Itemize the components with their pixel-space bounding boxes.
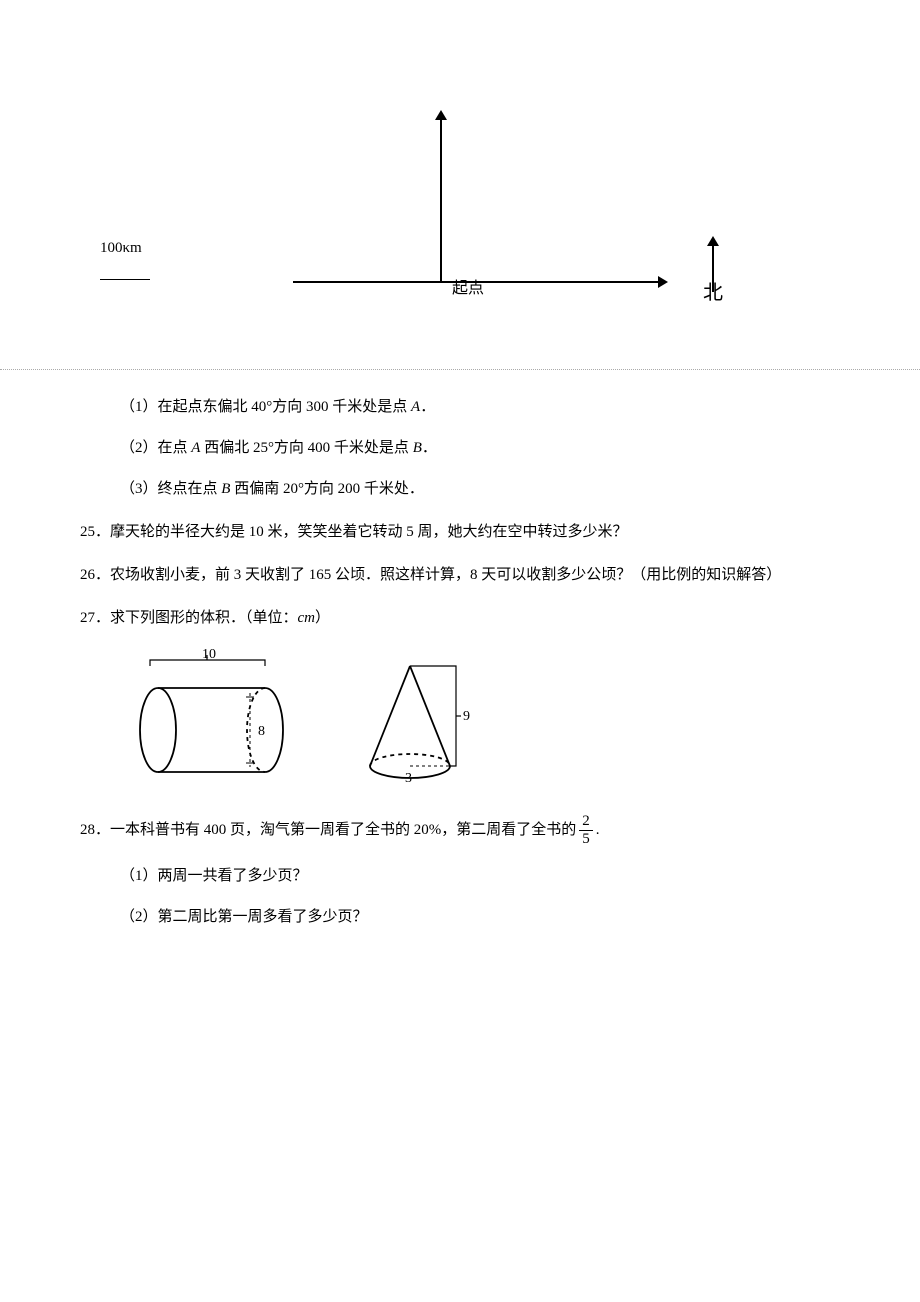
text: ） <box>315 610 330 626</box>
text: ． <box>420 399 435 415</box>
cylinder-figure: 10 8 <box>120 648 290 798</box>
y-axis-arrow <box>440 118 442 282</box>
fraction-2-5: 25 <box>579 814 593 847</box>
scale-label: 100κm <box>100 235 142 262</box>
cone-radius-label: 3 <box>405 771 412 786</box>
text: 27．求下列图形的体积．（单位： <box>80 610 298 626</box>
question-26: 26．农场收割小麦，前 3 天收割了 165 公顷．照这样计算，8 天可以收割多… <box>80 562 840 589</box>
text: （2）在点 <box>120 440 191 456</box>
question-28-sub-1: （1）两周一共看了多少页？ <box>120 863 840 890</box>
cylinder-length-label: 10 <box>202 648 216 662</box>
point-b: B <box>413 440 422 456</box>
sub-question-2: （2）在点 A 西偏北 25°方向 400 千米处是点 B． <box>120 435 840 462</box>
text: （3）终点在点 <box>120 481 221 497</box>
north-label: 北 <box>703 275 723 311</box>
point-a: A <box>411 399 420 415</box>
question-25: 25．摩天轮的半径大约是 10 米，笑笑坐着它转动 5 周，她大约在空中转过多少… <box>80 519 840 546</box>
text: 西偏南 20°方向 200 千米处． <box>230 481 424 497</box>
question-28-sub-2: （2）第二周比第一周多看了多少页？ <box>120 904 840 931</box>
origin-label: 起点 <box>452 275 484 304</box>
fraction-denominator: 5 <box>579 831 593 847</box>
text: . <box>596 822 600 838</box>
question-27: 27．求下列图形的体积．（单位：cm） <box>80 605 840 632</box>
sub-question-1: （1）在起点东偏北 40°方向 300 千米处是点 A． <box>120 394 840 421</box>
content-body: （1）在起点东偏北 40°方向 300 千米处是点 A． （2）在点 A 西偏北… <box>0 370 920 931</box>
cone-figure: 9 3 <box>350 648 490 798</box>
fraction-numerator: 2 <box>579 814 593 831</box>
coordinate-diagram: 100κm 起点 北 <box>0 0 920 370</box>
question-28: 28．一本科普书有 400 页，淘气第一周看了全书的 20%，第二周看了全书的2… <box>80 814 840 847</box>
shapes-row: 10 8 9 <box>120 648 840 798</box>
text: ． <box>422 440 437 456</box>
text: 西偏北 25°方向 400 千米处是点 <box>200 440 412 456</box>
sub-question-3: （3）终点在点 B 西偏南 20°方向 200 千米处． <box>120 476 840 503</box>
scale-underline <box>100 279 150 280</box>
text: （1）在起点东偏北 40°方向 300 千米处是点 <box>120 399 411 415</box>
page: 100κm 起点 北 （1）在起点东偏北 40°方向 300 千米处是点 A． … <box>0 0 920 931</box>
unit-cm: cm <box>298 610 316 626</box>
cone-height-label: 9 <box>463 709 470 724</box>
text: 28．一本科普书有 400 页，淘气第一周看了全书的 20%，第二周看了全书的 <box>80 822 576 838</box>
cylinder-diameter-label: 8 <box>258 724 265 739</box>
